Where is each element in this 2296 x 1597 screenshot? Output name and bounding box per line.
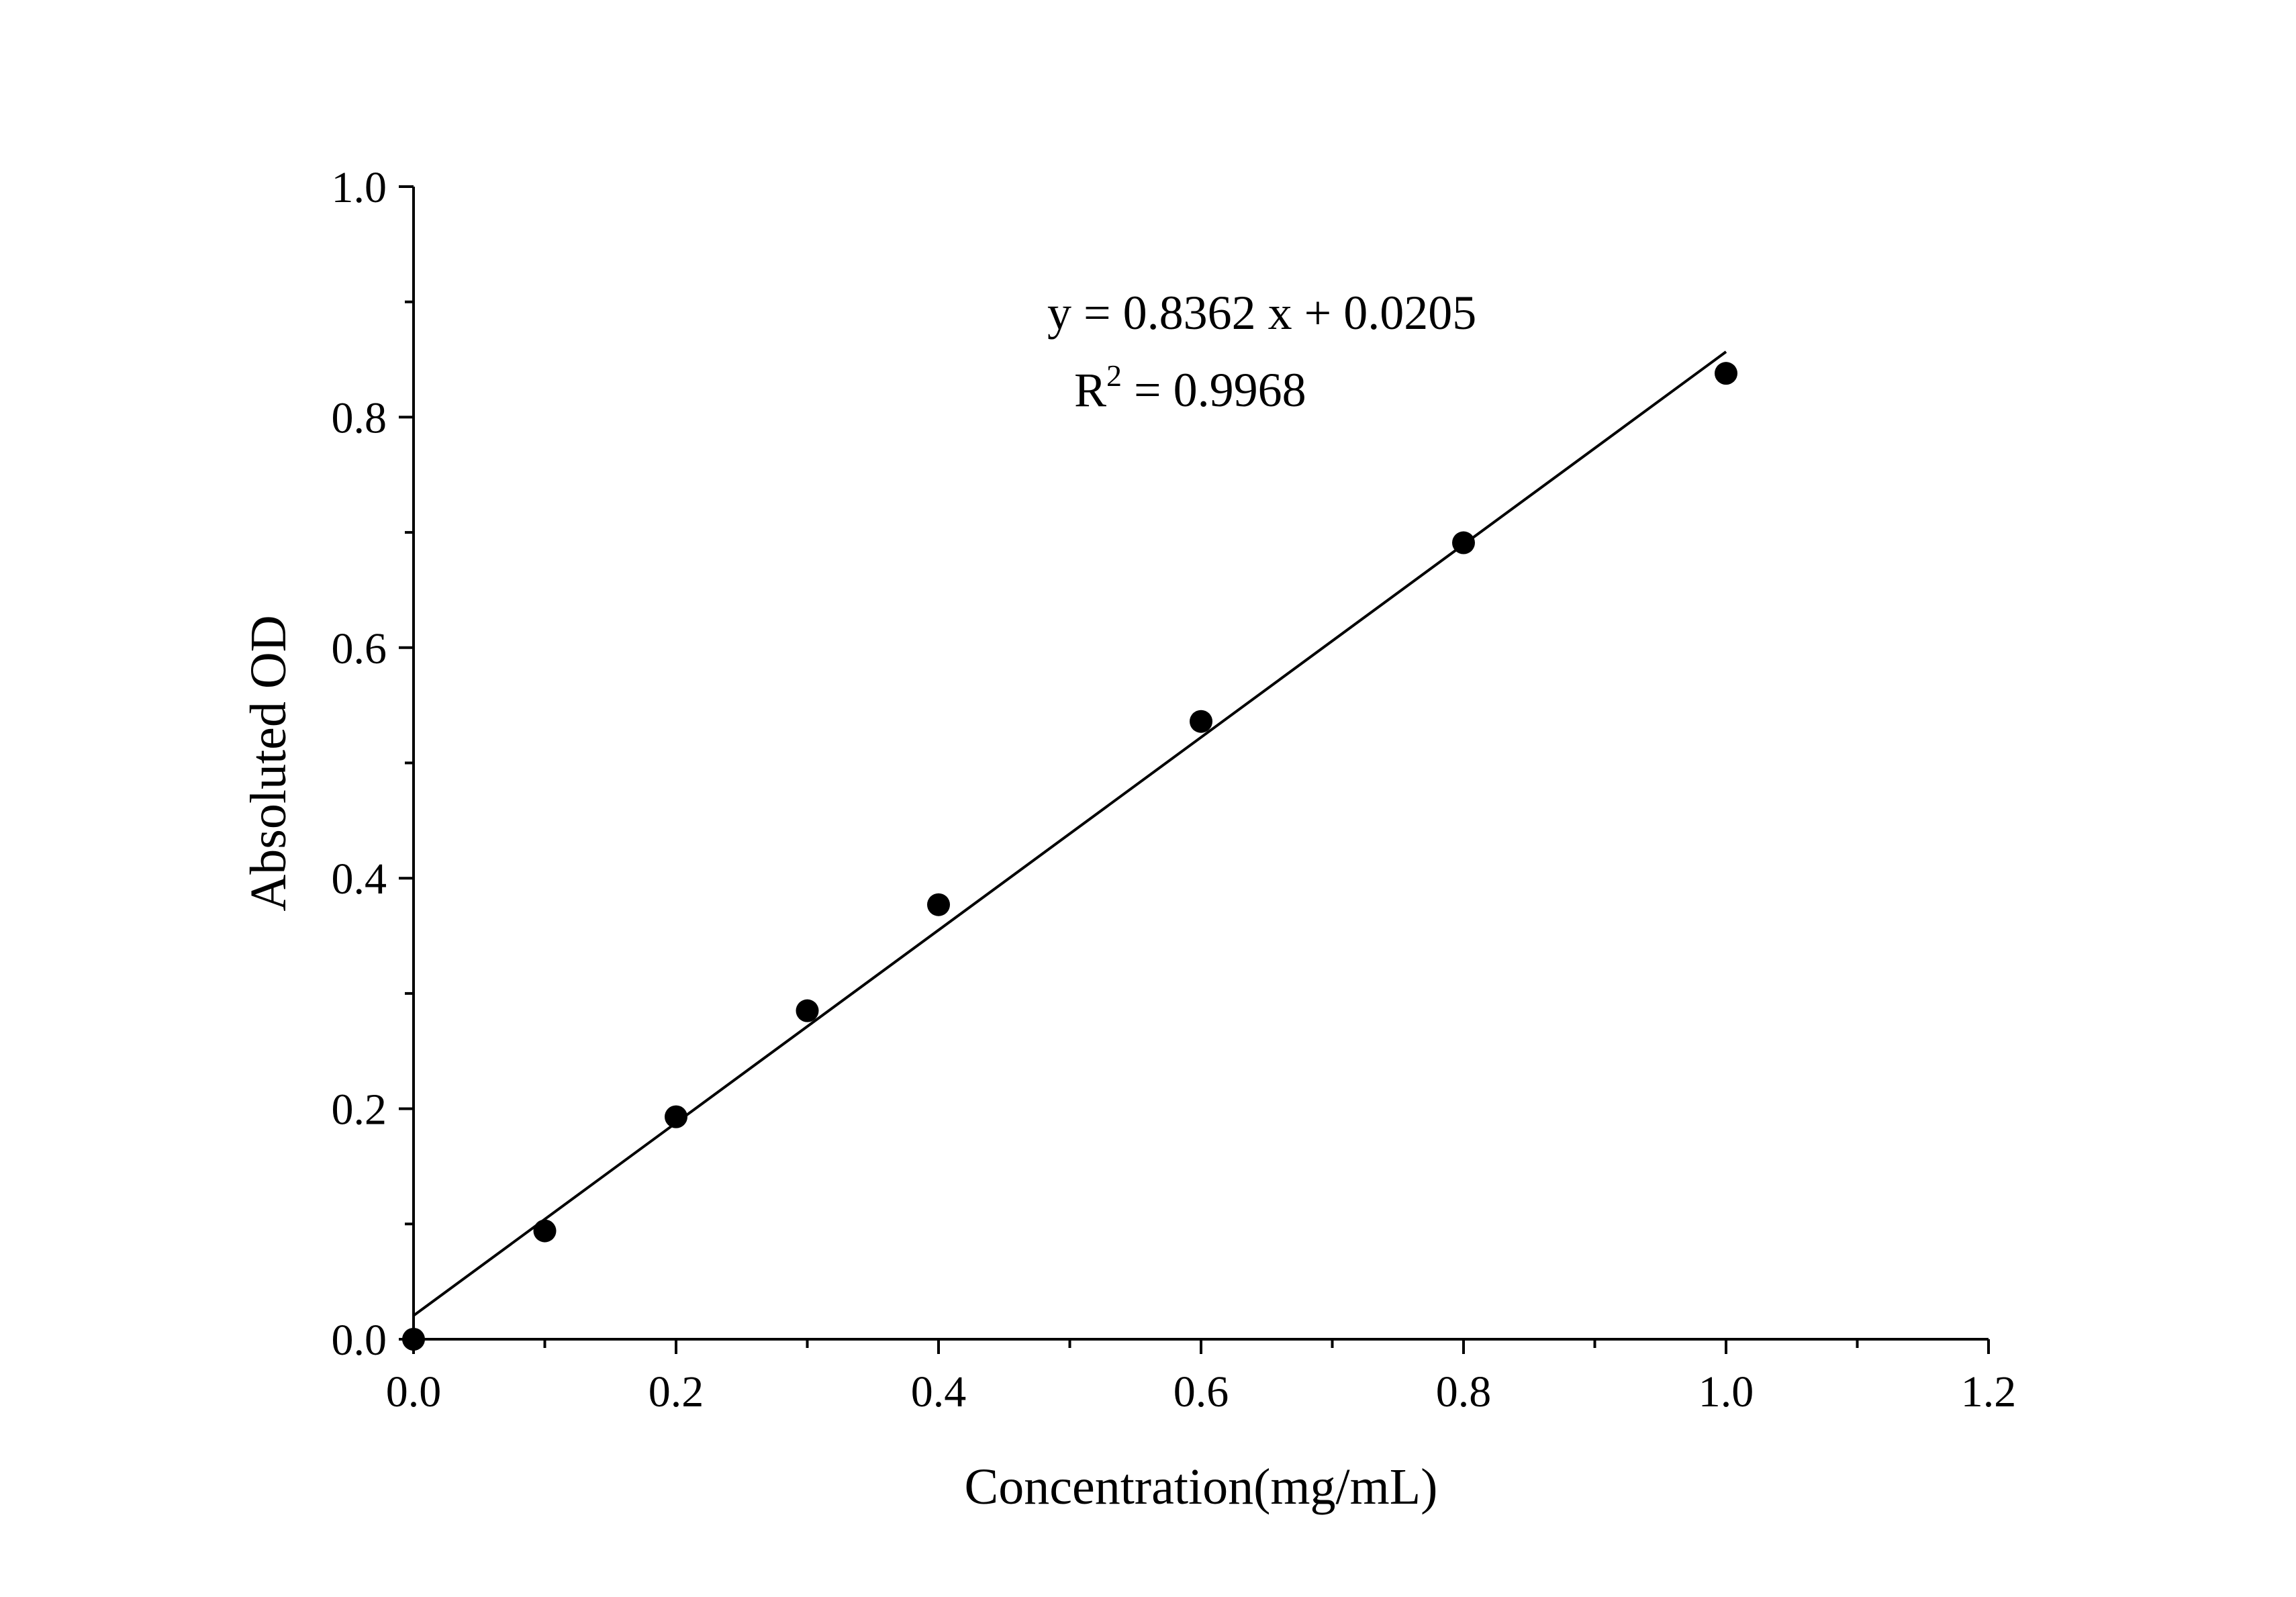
r-squared: R2 = 0.9968 [1074, 358, 1306, 417]
marks [402, 350, 1737, 1351]
y-tick-label: 0.6 [332, 624, 387, 673]
data-point [1452, 531, 1475, 554]
fit-line [412, 350, 1727, 1317]
x-tick-label: 0.2 [649, 1367, 704, 1416]
y-tick-label: 1.0 [332, 163, 387, 212]
data-point [1190, 710, 1212, 733]
x-axis-label: Concentration(mg/mL) [965, 1459, 1438, 1515]
r2-value: = 0.9968 [1122, 363, 1306, 417]
x-tick-label: 0.4 [911, 1367, 967, 1416]
x-tick-label: 0.6 [1174, 1367, 1229, 1416]
x-tick-label: 1.2 [1961, 1367, 2017, 1416]
data-point [665, 1105, 687, 1128]
data-point [796, 999, 819, 1022]
y-axis-label: Absoluted OD [240, 615, 297, 911]
y-tick-label: 0.0 [332, 1316, 387, 1365]
r2-label: R [1074, 363, 1106, 417]
data-point [927, 893, 950, 916]
y-tick-label: 0.4 [332, 855, 387, 904]
x-tick-label: 0.8 [1436, 1367, 1492, 1416]
y-tick-label: 0.8 [332, 393, 387, 442]
axes: 0.0 0.2 0.4 0.6 0.8 1.0 1.2 0.0 0.2 0.4 0.6 0.8 1.0 [332, 163, 2017, 1416]
data-point [1715, 362, 1737, 385]
data-point [402, 1328, 425, 1351]
fit-equation: y = 0.8362 x + 0.0205 [1047, 286, 1476, 340]
x-tick-label: 0.0 [386, 1367, 442, 1416]
r2-sup: 2 [1106, 358, 1122, 393]
x-tick-label: 1.0 [1699, 1367, 1754, 1416]
data-point [533, 1219, 557, 1243]
y-tick-label: 0.2 [332, 1085, 387, 1134]
